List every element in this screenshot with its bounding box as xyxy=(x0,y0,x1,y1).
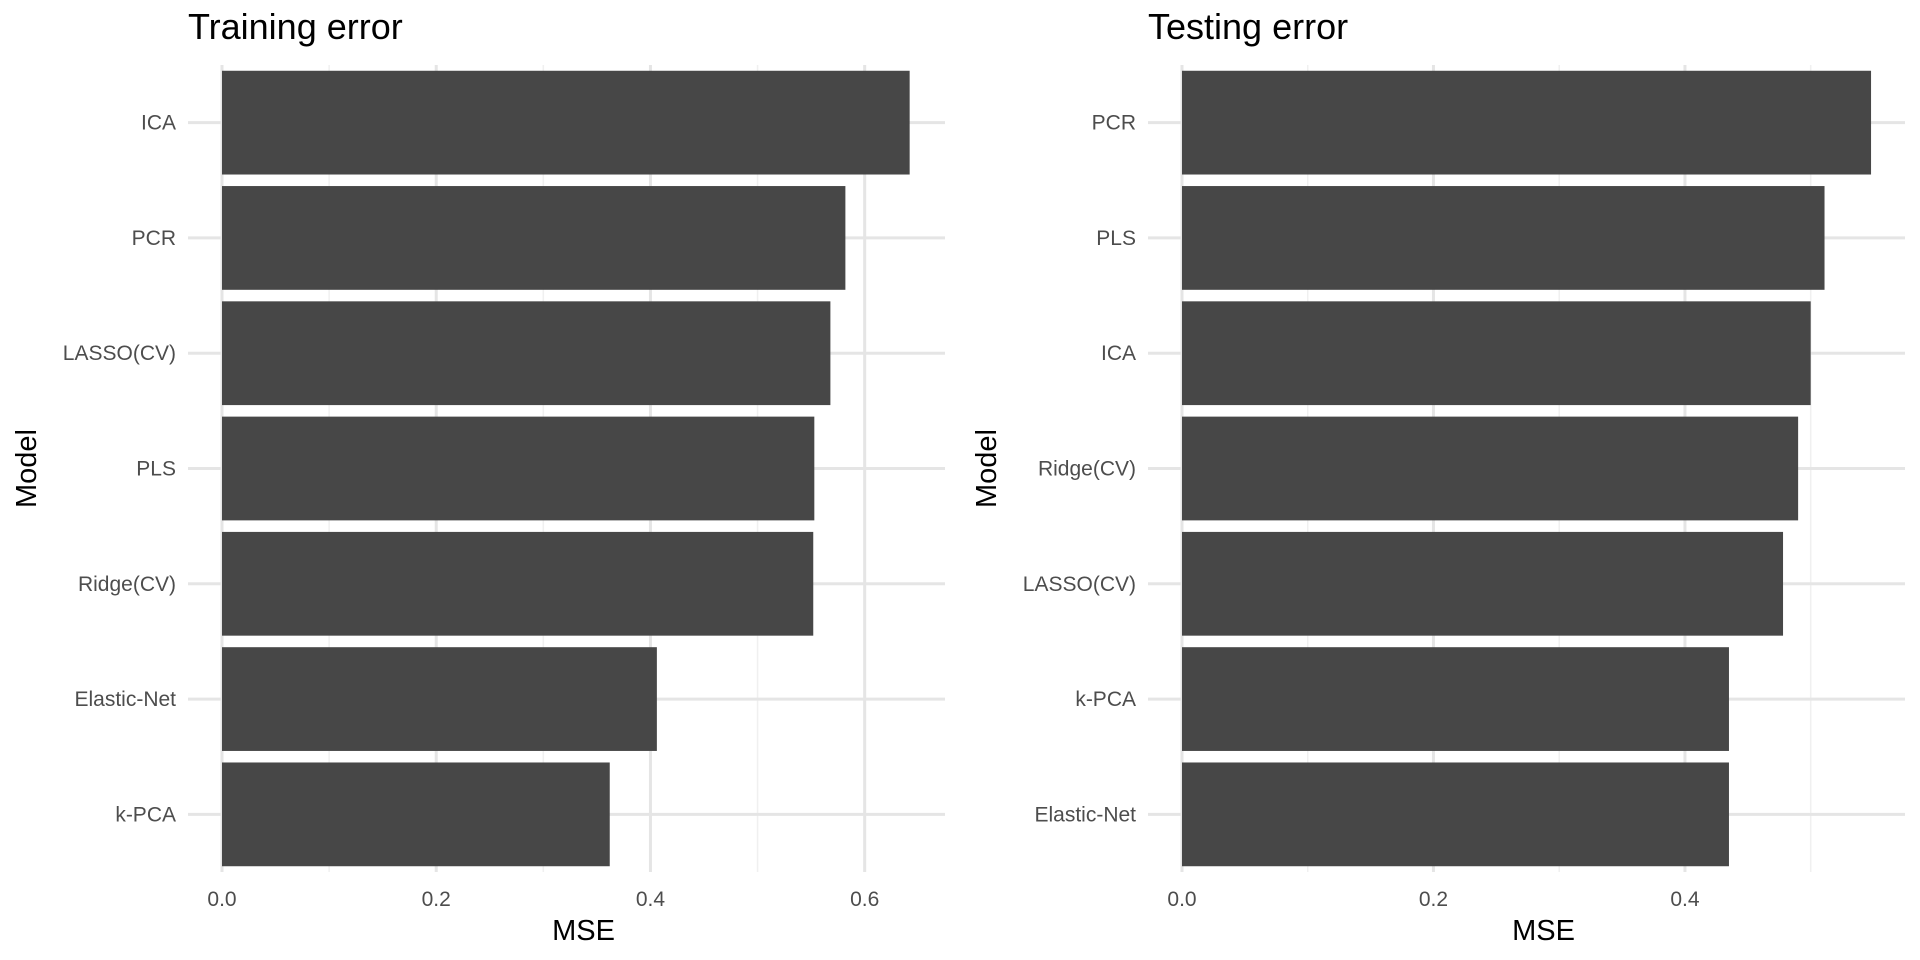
x-tick-label: 0.0 xyxy=(1167,888,1196,911)
category-label: Elastic-Net xyxy=(74,688,176,711)
category-label: PLS xyxy=(1096,227,1136,250)
category-label: PCR xyxy=(132,227,176,250)
x-axis-title: MSE xyxy=(552,915,615,947)
bar xyxy=(222,531,814,636)
category-label: k-PCA xyxy=(115,803,176,826)
bar xyxy=(1182,531,1784,636)
bar xyxy=(1182,762,1729,867)
category-label: ICA xyxy=(141,112,176,135)
x-tick-label: 0.4 xyxy=(636,888,666,911)
x-axis-title: MSE xyxy=(1512,915,1575,947)
y-axis-title: Model xyxy=(11,429,43,508)
testing-error-chart: PCR PLS ICA Ridge(CV) LASSO(CV) k-PCA Elastic-… xyxy=(971,65,1905,947)
training-error-panel: Training error ICA PCR LASSO(CV) PLS Ridge(C… xyxy=(11,6,945,947)
chart-title: Training error xyxy=(188,6,403,47)
x-tick-label: 0.0 xyxy=(207,888,236,911)
bar xyxy=(222,186,846,290)
x-tick-label: 0.4 xyxy=(1670,888,1700,911)
x-tick-label: 0.2 xyxy=(1419,888,1448,911)
bar xyxy=(222,70,910,175)
category-label: PLS xyxy=(136,458,176,481)
category-label: Elastic-Net xyxy=(1034,803,1136,826)
training-error-chart: ICA PCR LASSO(CV) PLS Ridge(CV) Elastic-Net k-… xyxy=(11,65,945,947)
y-axis-title: Model xyxy=(971,429,1003,508)
category-label: LASSO(CV) xyxy=(1023,573,1136,596)
x-tick-label: 0.6 xyxy=(850,888,879,911)
bar xyxy=(1182,70,1872,175)
bar xyxy=(222,416,815,521)
bar xyxy=(222,647,657,751)
x-tick-label: 0.2 xyxy=(422,888,451,911)
category-label: Ridge(CV) xyxy=(78,573,176,596)
bar xyxy=(1182,647,1729,751)
category-label: PCR xyxy=(1092,112,1136,135)
bar xyxy=(1182,301,1811,406)
category-label: ICA xyxy=(1101,342,1136,365)
category-label: LASSO(CV) xyxy=(63,342,176,365)
bar xyxy=(1182,186,1825,290)
category-label: Ridge(CV) xyxy=(1038,458,1136,481)
testing-error-panel: Testing error PCR PLS ICA Ridge(CV) LASSO(CV… xyxy=(960,0,1920,960)
bar xyxy=(1182,416,1799,521)
bar xyxy=(222,762,610,867)
chart-title: Testing error xyxy=(1148,6,1349,47)
category-label: k-PCA xyxy=(1075,688,1136,711)
bar xyxy=(222,301,831,406)
